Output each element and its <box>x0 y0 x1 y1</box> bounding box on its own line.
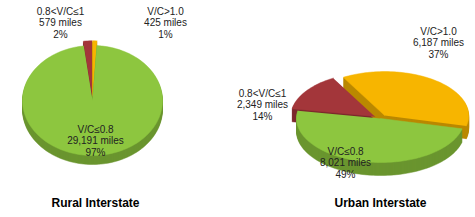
svg-text:V/C≤0.829,191 miles97%: V/C≤0.829,191 miles97% <box>67 124 124 158</box>
svg-text:0.8<V/C≤1579 miles2%: 0.8<V/C≤1579 miles2% <box>37 6 85 40</box>
svg-text:V/C≤0.88,021 miles49%: V/C≤0.88,021 miles49% <box>320 146 371 180</box>
svg-text:Rural Interstate: Rural Interstate <box>51 196 139 210</box>
svg-text:Urban Interstate: Urban Interstate <box>334 196 426 210</box>
svg-text:V/C>1.0425 miles1%: V/C>1.0425 miles1% <box>144 6 187 40</box>
svg-text:V/C>1.06,187 miles37%: V/C>1.06,187 miles37% <box>413 26 464 60</box>
svg-text:0.8<V/C≤12,349 miles14%: 0.8<V/C≤12,349 miles14% <box>237 88 288 122</box>
